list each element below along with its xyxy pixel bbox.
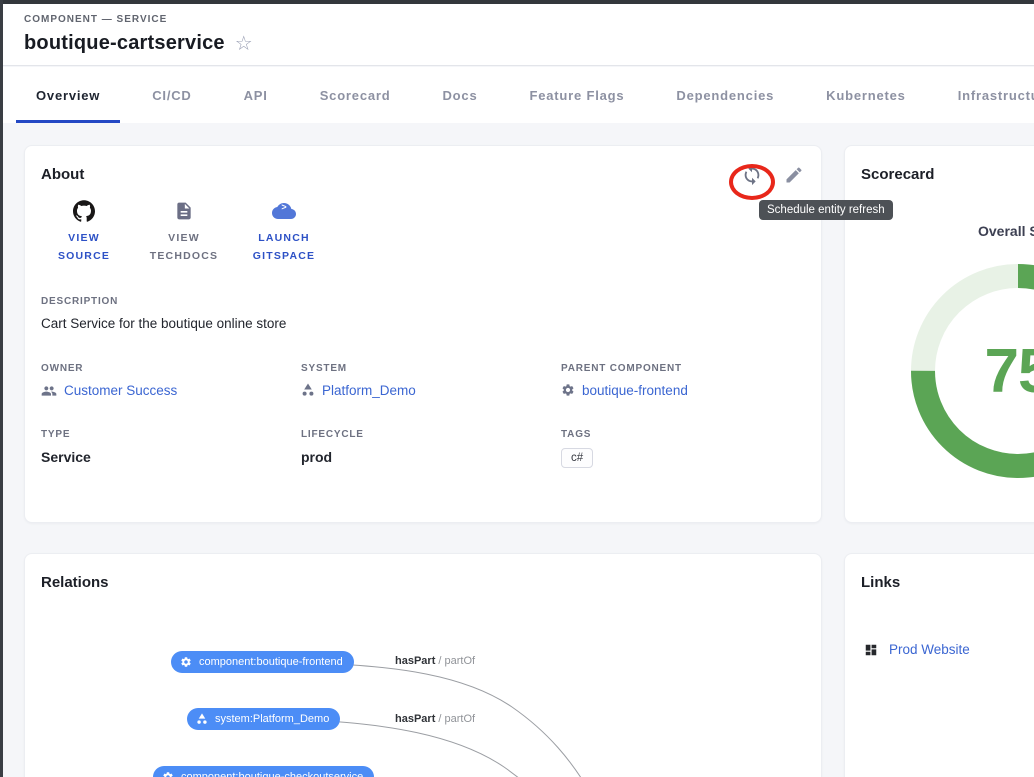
about-card-title: About [41, 166, 85, 183]
edge-label-haspart-partof: hasPart / partOf [395, 655, 476, 667]
window-top-edge [0, 0, 1034, 4]
field-parent-component: PARENT COMPONENT boutique-frontend [561, 363, 805, 399]
tags-label: TAGS [561, 428, 592, 440]
scorecard-card: Scorecard Overall Score 75 [844, 145, 1034, 523]
document-icon [174, 199, 194, 223]
graph-node-label: component:boutique-checkoutservice [181, 771, 364, 777]
type-value: Service [41, 448, 91, 465]
graph-node-label: system:Platform_Demo [215, 713, 330, 725]
lifecycle-label: LIFECYCLE [301, 428, 364, 440]
refresh-tooltip: Schedule entity refresh [759, 200, 893, 220]
launch-gitspace-label: LAUNCH GITSPACE [252, 232, 316, 263]
tab-overview[interactable]: Overview [10, 67, 126, 123]
type-label: TYPE [41, 428, 71, 440]
graph-node-boutique-frontend[interactable]: component:boutique-frontend [171, 651, 354, 673]
view-source-label: VIEW SOURCE [57, 232, 111, 263]
tab-cicd[interactable]: CI/CD [152, 87, 192, 103]
view-techdocs-label: VIEW TECHDOCS [149, 232, 219, 263]
scorecard-card-title: Scorecard [861, 166, 935, 183]
relations-card-title: Relations [41, 574, 109, 591]
group-icon [41, 386, 57, 396]
favorite-star-icon[interactable]: ☆ [234, 32, 253, 55]
tab-api[interactable]: API [243, 87, 268, 103]
system-link[interactable]: Platform_Demo [301, 383, 561, 398]
edit-button[interactable] [781, 162, 807, 188]
score-donut-chart [911, 264, 1034, 478]
parent-component-value: boutique-frontend [582, 382, 688, 398]
owner-value: Customer Success [64, 383, 178, 399]
prod-website-label: Prod Website [889, 642, 970, 657]
dashboard-icon [865, 644, 877, 655]
graph-node-label: component:boutique-frontend [199, 656, 343, 668]
tag-chip[interactable]: c# [561, 447, 594, 468]
component-icon [562, 384, 574, 396]
launch-gitspace-button[interactable]: > LAUNCH GITSPACE [241, 199, 327, 266]
tab-scorecard[interactable]: Scorecard [319, 87, 391, 103]
entity-kind-breadcrumb: COMPONENT — SERVICE [24, 14, 168, 25]
relations-card: Relations component:boutique-frontend sy… [24, 553, 822, 777]
system-icon [197, 713, 207, 724]
field-tags: TAGS c# [561, 429, 805, 468]
entity-header: COMPONENT — SERVICE boutique-cartservice… [0, 0, 1034, 66]
view-techdocs-button[interactable]: VIEW TECHDOCS [141, 199, 227, 266]
window-left-edge [0, 0, 3, 777]
tab-kubernetes[interactable]: Kubernetes [826, 87, 906, 103]
cloud-terminal-icon: > [272, 199, 296, 223]
refresh-icon [744, 164, 760, 186]
owner-label: OWNER [41, 362, 84, 374]
graph-node-platform-demo[interactable]: system:Platform_Demo [187, 708, 341, 730]
edge-label-haspart-partof: hasPart / partOf [395, 713, 476, 725]
parent-component-link[interactable]: boutique-frontend [561, 383, 805, 398]
system-icon [302, 383, 314, 396]
about-card: About Schedule entity refresh VIEW SOURC… [24, 145, 893, 523]
description-label: DESCRIPTION [41, 295, 119, 307]
links-card: Links Prod Website [844, 553, 1034, 777]
field-owner: OWNER Customer Success [41, 363, 301, 399]
page-title: boutique-cartservice [24, 32, 225, 54]
field-lifecycle: LIFECYCLE prod [301, 429, 561, 468]
description-value: Cart Service for the boutique online sto… [41, 315, 287, 331]
owner-link[interactable]: Customer Success [41, 383, 301, 399]
github-icon [73, 199, 95, 223]
system-value: Platform_Demo [322, 382, 416, 398]
component-icon [163, 772, 173, 777]
refresh-button[interactable] [739, 162, 765, 188]
tab-dependencies[interactable]: Dependencies [676, 87, 775, 103]
field-type: TYPE Service [41, 429, 301, 468]
score-value: 75 [984, 336, 1034, 406]
view-source-button[interactable]: VIEW SOURCE [41, 199, 127, 266]
tab-infrastructure[interactable]: Infrastructure [957, 87, 1034, 103]
prod-website-link[interactable]: Prod Website [864, 642, 970, 657]
tab-feature-flags[interactable]: Feature Flags [529, 87, 625, 103]
links-card-title: Links [861, 574, 901, 591]
field-system: SYSTEM Platform_Demo [301, 363, 561, 399]
component-icon [181, 657, 191, 667]
lifecycle-value: prod [301, 448, 333, 465]
overall-score-label: Overall Score [978, 223, 1034, 239]
system-label: SYSTEM [301, 362, 347, 374]
tab-docs[interactable]: Docs [442, 87, 478, 103]
pencil-icon [786, 167, 802, 183]
parent-component-label: PARENT COMPONENT [561, 362, 682, 374]
entity-tabbar: Overview CI/CD API Scorecard Docs Featur… [0, 67, 1034, 123]
relations-graph-edges [304, 662, 582, 777]
graph-node-boutique-checkoutservice[interactable]: component:boutique-checkoutservice [153, 766, 375, 777]
